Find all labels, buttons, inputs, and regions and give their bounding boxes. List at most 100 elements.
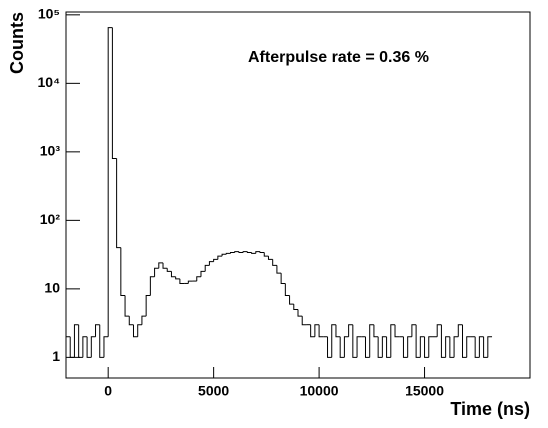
histogram-bin (407, 336, 412, 358)
histogram-bin (141, 315, 147, 325)
histogram-bin (78, 324, 83, 358)
x-tick-label: 0 (104, 383, 112, 399)
histogram-bin (352, 324, 358, 358)
x-axis-title: Time (ns) (450, 399, 530, 419)
x-tick-label: 15000 (405, 383, 444, 399)
histogram-bin (154, 267, 159, 277)
histogram-bin (335, 324, 341, 338)
histogram-bin (402, 336, 408, 358)
histogram-bin (263, 252, 269, 257)
histogram-bin (200, 270, 206, 277)
histogram-bin (166, 268, 172, 272)
histogram-bin (234, 251, 239, 253)
y-tick-label: 10² (40, 211, 61, 227)
histogram-bin (196, 276, 201, 282)
histogram-bin (462, 324, 467, 358)
histogram-bin (255, 251, 261, 254)
y-tick-label: 10⁴ (38, 74, 61, 90)
histogram-bin (170, 271, 176, 278)
histogram-bin (457, 324, 463, 337)
histogram-bin (453, 336, 459, 358)
histogram-bin (428, 336, 433, 358)
histogram-bin (120, 247, 126, 297)
histogram-bin (162, 262, 168, 269)
y-tick-label: 10³ (40, 143, 61, 159)
histogram-bin (289, 295, 294, 305)
histogram-bin (128, 316, 134, 326)
x-tick-label: 5000 (198, 383, 229, 399)
histogram-bin (158, 262, 164, 269)
histogram-bin (293, 304, 298, 310)
histogram-bin (73, 324, 79, 358)
histogram-bin (276, 265, 282, 274)
histogram-bin (221, 253, 227, 257)
histogram-bin (116, 158, 121, 249)
histogram-bin (259, 251, 265, 253)
histogram-bin (449, 336, 455, 358)
histogram-bin (95, 324, 100, 337)
histogram-bin (483, 336, 488, 358)
histogram-bin (132, 324, 138, 338)
histogram-bin (103, 336, 109, 358)
histogram-bin (217, 255, 223, 260)
histogram-bin (318, 324, 324, 338)
histogram-bin (90, 336, 96, 358)
histogram-bin (478, 336, 484, 358)
histogram-bin (373, 324, 379, 338)
histogram-bin (86, 336, 92, 358)
histogram-bin (394, 324, 400, 338)
histogram-bin (415, 324, 421, 358)
histogram-bin (204, 264, 210, 272)
histogram-bin (82, 336, 88, 358)
histogram-bin (297, 309, 303, 317)
histogram-bin (107, 27, 113, 337)
histogram-bin (187, 280, 193, 284)
y-tick-label: 1 (52, 348, 60, 364)
histogram-bin (246, 251, 252, 253)
histogram-bin (348, 324, 353, 337)
histogram-bin (225, 252, 231, 255)
histogram-bin (339, 336, 345, 358)
histogram-bin (445, 336, 450, 358)
histogram-bin (280, 273, 286, 284)
histogram-bin (314, 324, 320, 337)
histogram-bin (440, 324, 446, 358)
histogram-bin (230, 251, 235, 254)
histogram-bin (377, 336, 383, 358)
histogram-bin (242, 251, 248, 253)
histogram-bin (419, 336, 425, 358)
histogram-bin (124, 295, 130, 317)
histogram-bin (466, 336, 471, 358)
histogram-bin (356, 336, 362, 358)
histogram-bin (213, 258, 218, 262)
histogram-bin (310, 324, 315, 338)
histogram-bin (137, 324, 142, 337)
histogram-bin (436, 324, 442, 337)
histogram-bin (424, 336, 429, 358)
histogram-bin (267, 256, 273, 260)
histogram-bin (474, 336, 480, 358)
histogram-bin (390, 324, 396, 358)
histogram-bin (386, 336, 391, 358)
histogram-bin (145, 295, 151, 317)
histogram-bin (175, 276, 180, 280)
histogram-bin (99, 324, 104, 358)
histogram-bin (251, 252, 256, 254)
y-tick-label: 10⁵ (38, 6, 60, 22)
histogram-bin (381, 336, 387, 358)
histogram-bin (331, 324, 336, 358)
y-tick-label: 10 (44, 280, 60, 296)
annotation: Afterpulse rate = 0.36 % (248, 49, 429, 66)
histogram-bin (343, 336, 349, 358)
histogram-bin (149, 276, 155, 296)
histogram-bin (364, 336, 370, 358)
plot-frame (65, 11, 531, 379)
histogram-bin (69, 336, 75, 358)
histogram-bin (65, 336, 71, 378)
x-tick-label: 10000 (300, 383, 339, 399)
histogram-bin (487, 336, 493, 358)
histogram-bin (179, 278, 185, 284)
histogram-bin (301, 316, 307, 326)
